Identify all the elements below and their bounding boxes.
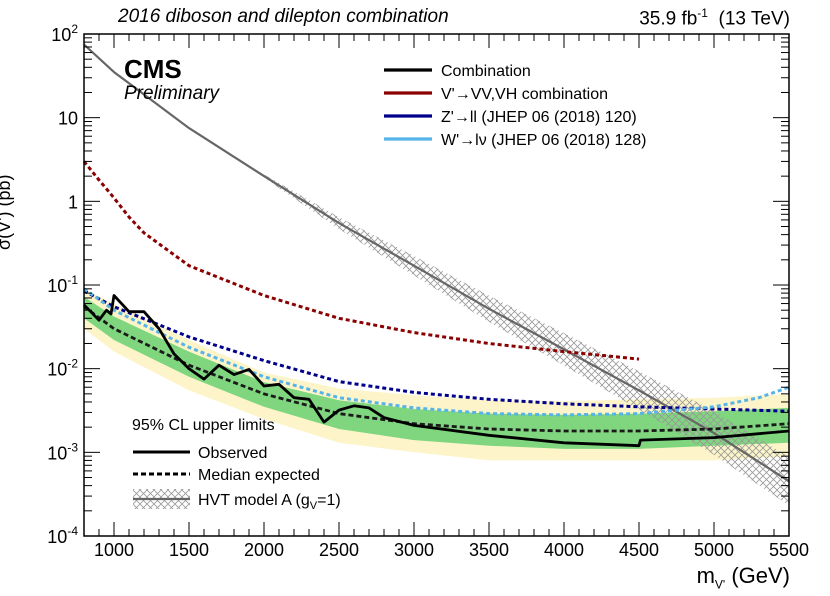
- y-tick-label: 10-1: [47, 273, 78, 296]
- y-axis-label: σ(V') (pb): [0, 174, 14, 250]
- y-tick-label: 1: [68, 192, 78, 212]
- legend-label-observed: Observed: [198, 445, 267, 462]
- legend-top: Combination V'→VV,VH combination Z'→ll (JH…: [384, 63, 647, 149]
- x-tick-label: 1000: [94, 540, 134, 560]
- legend-title: 95% CL upper limits: [132, 417, 275, 434]
- x-tick-label: 5000: [694, 540, 734, 560]
- legend-label-expected: Median expected: [198, 467, 320, 484]
- status-label: Preliminary: [124, 83, 220, 104]
- series-wprime: [83, 287, 790, 417]
- series-zprime: [83, 289, 790, 413]
- series-observed: [82, 294, 790, 448]
- hvt-uncertainty-hatch: [264, 174, 789, 506]
- x-tick-label: 3000: [394, 540, 434, 560]
- x-tick-label: 4000: [544, 540, 584, 560]
- luminosity-label: 35.9 fb-1 (13 TeV): [639, 6, 790, 30]
- x-tick-label: 1500: [169, 540, 209, 560]
- series-hvt: [83, 43, 790, 483]
- y-tick-label: 10-2: [47, 357, 78, 380]
- x-tick-label: 5500: [769, 540, 809, 560]
- chart-title: 2016 diboson and dilepton combination: [118, 6, 449, 27]
- legend-label-vv: V'→VV,VH combination: [441, 86, 608, 103]
- series-vv: [82, 160, 640, 361]
- legend-label-wprime: W'→lν (JHEP 06 (2018) 128): [441, 132, 647, 149]
- experiment-label: CMS: [124, 54, 182, 84]
- x-tick-label: 2500: [319, 540, 359, 560]
- x-axis-label: mV' (GeV): [696, 563, 790, 592]
- x-axis-ticks: 1000 1500 2000 2500 3000 3500 4000 4500 5000 5500: [83, 34, 809, 560]
- y-tick-label: 10-4: [47, 524, 78, 547]
- x-tick-label: 3500: [469, 540, 509, 560]
- series-expected: [83, 305, 790, 433]
- y-tick-label: 10-3: [47, 440, 78, 463]
- y-axis-ticks: 10-4 10-3 10-2 10-1 1 10 102: [47, 22, 789, 547]
- hvt-hatch-area: [264, 174, 789, 506]
- series-lines: [82, 43, 790, 483]
- x-tick-label: 4500: [619, 540, 659, 560]
- legend-label-observed: Combination: [441, 63, 531, 80]
- y-tick-label: 102: [51, 22, 78, 45]
- x-tick-label: 2000: [244, 540, 284, 560]
- legend-label-zprime: Z'→ll (JHEP 06 (2018) 120): [441, 109, 637, 126]
- y-tick-label: 10: [58, 109, 78, 129]
- legend-label-hvt: HVT model A (gV=1): [198, 492, 341, 512]
- legend-bottom: 95% CL upper limits Observed Median expect…: [132, 417, 341, 512]
